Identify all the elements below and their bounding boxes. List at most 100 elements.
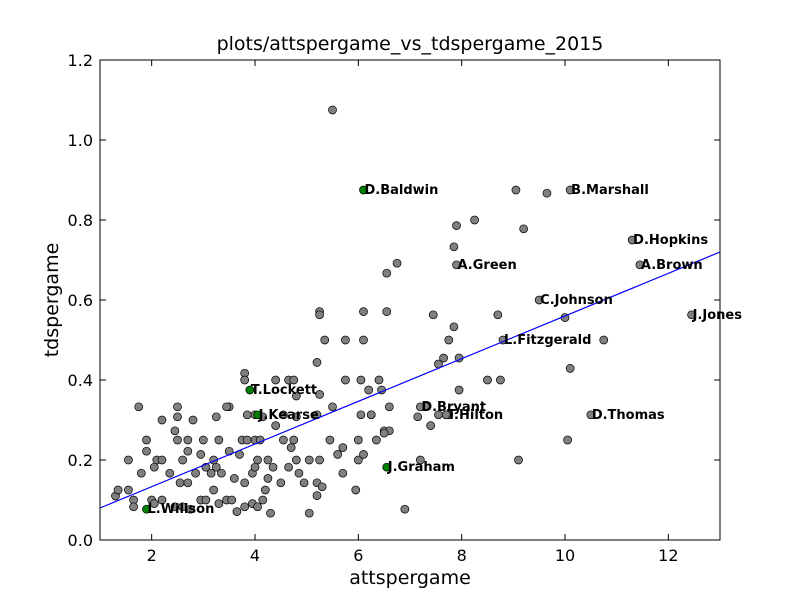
data-point	[413, 412, 423, 422]
data-point	[333, 450, 343, 459]
point-label: J.Jones	[692, 308, 743, 323]
data-point	[338, 443, 348, 452]
data-point	[173, 402, 182, 412]
y-tick-label: 1.2	[68, 51, 93, 70]
data-point	[379, 428, 389, 438]
data-point	[149, 499, 159, 508]
point-label: A.Brown	[641, 258, 703, 273]
point-label: D.Hopkins	[633, 233, 708, 248]
x-tick-label: 6	[353, 546, 363, 565]
axes: 2 4 6 8 10 12 0.0 0.2 0.4 0.6 0.8 1.0 1.2	[68, 51, 720, 565]
data-point	[382, 268, 392, 278]
data-point	[157, 455, 167, 465]
y-tick-label: 0.4	[68, 371, 93, 390]
data-point	[175, 478, 185, 488]
data-point	[341, 375, 350, 385]
data-point	[514, 455, 523, 465]
data-point	[260, 485, 270, 495]
data-point	[291, 455, 301, 465]
data-point	[426, 421, 436, 430]
data-point	[136, 468, 146, 478]
regression-line	[99, 251, 721, 509]
data-point	[286, 443, 296, 452]
data-point	[214, 435, 224, 445]
data-point	[242, 435, 252, 445]
data-point	[328, 402, 337, 412]
data-point	[372, 435, 381, 445]
data-point	[142, 435, 151, 445]
data-point	[183, 435, 193, 445]
y-tick-label: 0.2	[68, 451, 93, 470]
data-point	[519, 224, 529, 234]
data-point	[299, 478, 309, 488]
data-point	[483, 375, 492, 385]
data-point	[312, 358, 322, 367]
data-point	[291, 391, 301, 401]
data-point	[338, 468, 348, 478]
data-point	[206, 468, 216, 478]
data-point	[279, 410, 288, 420]
point-label: T.Hilton	[447, 408, 503, 423]
data-point	[493, 310, 503, 320]
regression-layer	[99, 251, 721, 509]
data-point	[359, 307, 368, 316]
x-tick-label: 2	[147, 546, 157, 565]
data-point	[183, 478, 193, 488]
data-point	[263, 474, 273, 483]
data-point	[227, 495, 237, 505]
data-point	[353, 455, 363, 465]
point-label: A.Green	[458, 258, 517, 273]
data-point	[317, 482, 327, 492]
data-point	[279, 435, 288, 445]
data-point	[351, 485, 361, 495]
data-point	[232, 507, 242, 516]
x-tick-label: 12	[658, 546, 678, 565]
labeled-point	[415, 402, 425, 412]
data-point	[444, 335, 454, 345]
data-point	[271, 375, 281, 385]
data-point	[359, 450, 368, 459]
data-point	[253, 455, 262, 465]
data-point	[165, 468, 175, 478]
data-point	[240, 478, 250, 488]
data-point	[222, 402, 231, 412]
data-point	[449, 242, 459, 252]
labeled-point	[441, 410, 451, 420]
data-point	[214, 499, 224, 508]
data-point	[268, 462, 278, 472]
data-point	[178, 455, 188, 465]
data-point	[325, 435, 335, 445]
data-point	[266, 508, 275, 518]
data-point	[563, 435, 572, 445]
data-point	[198, 435, 208, 445]
data-point	[511, 185, 521, 195]
data-point	[271, 421, 281, 430]
x-tick-label: 10	[555, 546, 575, 565]
point-label: D.Thomas	[592, 408, 665, 423]
data-point	[240, 502, 250, 512]
data-point	[454, 385, 464, 395]
data-point	[201, 495, 211, 505]
point-label: J.Kearse	[258, 408, 319, 423]
highlighted-point	[245, 385, 255, 395]
highlighted-point	[253, 410, 262, 420]
data-points	[111, 105, 696, 518]
data-point	[178, 502, 188, 512]
data-point	[250, 462, 260, 472]
data-point	[196, 450, 206, 459]
data-point	[439, 353, 448, 363]
data-point	[565, 364, 575, 373]
data-point	[294, 468, 304, 478]
data-point	[315, 455, 324, 465]
data-point	[359, 335, 368, 345]
data-point	[356, 410, 366, 420]
data-point	[364, 385, 374, 395]
data-point	[452, 221, 461, 230]
data-point	[428, 310, 438, 320]
data-point	[599, 335, 609, 345]
data-point	[263, 455, 273, 465]
data-point	[374, 375, 384, 385]
point-labels: D.Baldwin T.Lockett J.Kearse J.Graham L.Will…	[148, 183, 743, 517]
labeled-point	[635, 260, 645, 270]
y-tick-label: 1.0	[68, 131, 93, 150]
